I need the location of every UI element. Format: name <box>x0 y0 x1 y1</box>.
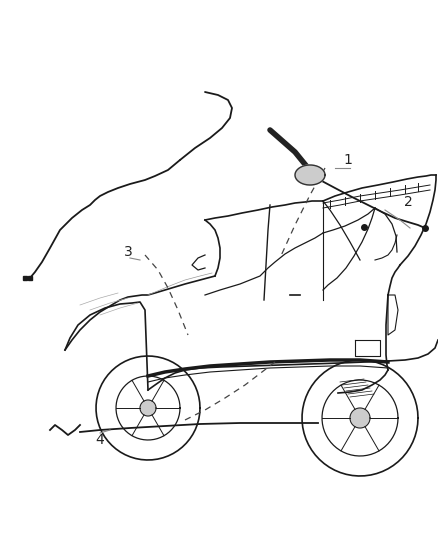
Polygon shape <box>295 165 325 185</box>
Text: 4: 4 <box>95 433 104 447</box>
Text: 1: 1 <box>343 153 353 167</box>
Text: 3: 3 <box>124 245 132 259</box>
Text: 2: 2 <box>404 195 412 209</box>
Polygon shape <box>140 400 156 416</box>
Polygon shape <box>350 408 370 428</box>
